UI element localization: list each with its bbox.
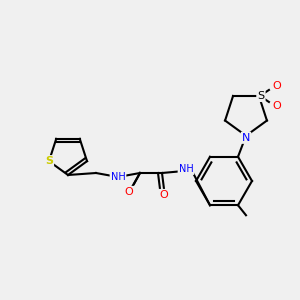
Text: O: O (273, 81, 281, 91)
Text: O: O (124, 187, 134, 197)
Text: NH: NH (178, 164, 194, 174)
Text: NH: NH (111, 172, 125, 182)
Text: O: O (273, 101, 281, 111)
Text: S: S (45, 156, 53, 166)
Text: O: O (160, 190, 168, 200)
Text: N: N (242, 133, 250, 143)
Text: S: S (257, 91, 265, 101)
